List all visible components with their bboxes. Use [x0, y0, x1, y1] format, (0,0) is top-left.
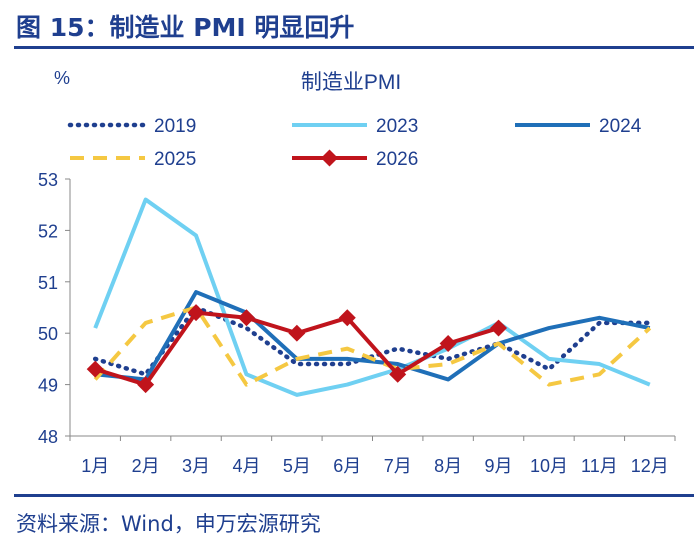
data-point-2026 — [439, 334, 457, 352]
axes: 48 49 50 51 52 53 1月 2月 3月 4月 5月 6月 7月 8月 9月 10月 11月 12月 — [38, 170, 676, 476]
legend-item-2025: 2025 — [70, 149, 196, 170]
x-tick-label: 1月 — [81, 456, 109, 476]
data-point-2026 — [288, 324, 306, 342]
data-point-2026 — [490, 319, 508, 337]
legend-item-2019: 2019 — [67, 116, 196, 137]
y-tick-label: 49 — [38, 376, 58, 396]
legend: 2019 2023 2024 2025 2026 — [67, 116, 642, 170]
data-point-2026 — [187, 304, 205, 322]
series-2025 — [93, 305, 652, 387]
series-2024 — [95, 290, 651, 382]
source-rule — [14, 494, 694, 497]
legend-label: 2024 — [599, 116, 642, 137]
x-tick-label: 2月 — [132, 456, 160, 476]
data-point-2026 — [237, 309, 255, 327]
y-tick-label: 53 — [38, 170, 58, 190]
title-rule — [14, 46, 694, 49]
y-tick-label: 48 — [38, 427, 58, 447]
series-line-2023 — [93, 197, 651, 397]
data-point-2026 — [338, 309, 356, 327]
series-2026 — [86, 304, 508, 394]
y-tick-label: 50 — [38, 324, 58, 344]
chart-title: 制造业PMI — [301, 71, 401, 94]
data-point-2026 — [137, 376, 155, 394]
x-tick-label: 6月 — [333, 456, 361, 476]
y-axis-unit-label: % — [54, 68, 70, 88]
legend-item-2023: 2023 — [292, 116, 418, 137]
y-tick-label: 52 — [38, 221, 58, 241]
legend-label: 2019 — [154, 116, 196, 137]
x-tick-label: 9月 — [485, 456, 513, 476]
legend-item-2026: 2026 — [292, 149, 418, 170]
x-tick-label: 11月 — [581, 456, 618, 476]
x-tick-label: 7月 — [384, 456, 412, 476]
data-point-2026 — [86, 360, 104, 378]
x-tick-label: 10月 — [530, 456, 568, 476]
legend-item-2024: 2024 — [515, 116, 642, 137]
x-tick-label: 12月 — [631, 456, 669, 476]
x-tick-label: 3月 — [182, 456, 210, 476]
series-line-2026 — [94, 310, 500, 387]
y-tick-label: 51 — [38, 273, 58, 293]
x-tick-label: 5月 — [283, 456, 311, 476]
series-lines — [86, 197, 653, 397]
series-line-2025 — [93, 305, 652, 387]
legend-label: 2023 — [376, 116, 418, 137]
data-point-2026 — [389, 365, 407, 383]
source-note: 资料来源：Wind，申万宏源研究 — [16, 512, 321, 536]
x-tick-label: 4月 — [232, 456, 260, 476]
pmi-line-chart: 制造业PMI % 2019 2023 2024 2025 2026 48 49 50 51 52… — [38, 68, 676, 476]
legend-marker — [321, 149, 338, 167]
series-2023 — [93, 197, 651, 397]
x-tick-label: 8月 — [434, 456, 462, 476]
legend-label: 2026 — [376, 149, 418, 170]
series-line-2024 — [95, 290, 651, 382]
figure-title: 图 15：制造业 PMI 明显回升 — [16, 13, 355, 42]
legend-label: 2025 — [154, 149, 196, 170]
